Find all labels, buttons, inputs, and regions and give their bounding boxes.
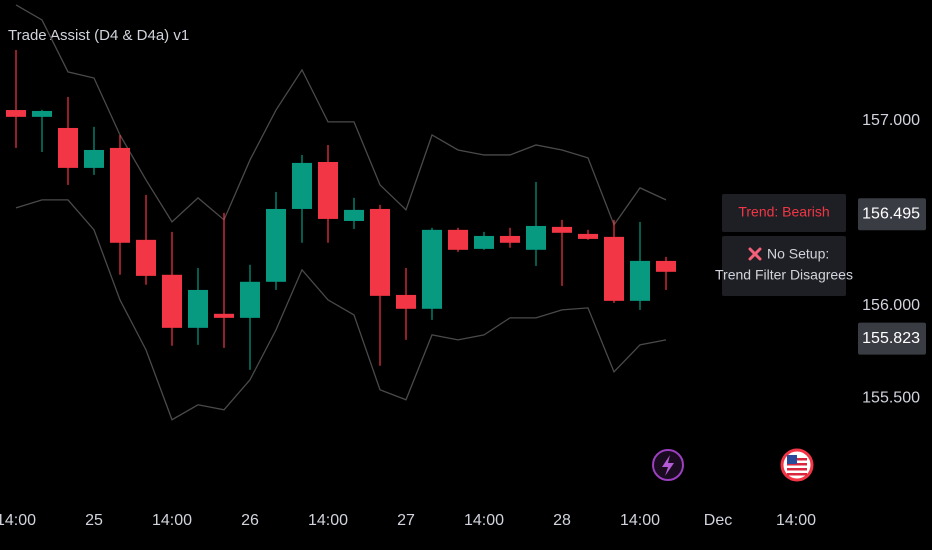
candle-body bbox=[370, 208, 390, 296]
x-tick-label: 14:00 bbox=[464, 512, 504, 529]
candle-body bbox=[6, 110, 26, 117]
candle-body bbox=[656, 260, 676, 272]
x-tick-label: 28 bbox=[553, 512, 571, 529]
candle-body bbox=[448, 229, 468, 250]
candle-body bbox=[318, 161, 338, 219]
candle-body bbox=[188, 289, 208, 328]
lightning-icon[interactable] bbox=[652, 449, 684, 481]
candle-body bbox=[110, 147, 130, 243]
setup-text: No Setup: bbox=[767, 246, 829, 262]
candle-body bbox=[240, 281, 260, 318]
price-label: 155.823 bbox=[862, 330, 920, 347]
candle-body bbox=[578, 233, 598, 239]
chart-title: Trade Assist (D4 & D4a) v1 bbox=[8, 27, 189, 44]
candle-body bbox=[552, 226, 572, 233]
candle-body bbox=[526, 225, 546, 250]
band-line bbox=[15, 4, 667, 227]
candle-body bbox=[500, 235, 520, 243]
price-label-box bbox=[858, 198, 926, 231]
flag-icon[interactable] bbox=[780, 448, 814, 482]
y-tick-label: 155.500 bbox=[862, 390, 920, 407]
price-label: 156.495 bbox=[862, 206, 920, 223]
candle-body bbox=[266, 208, 286, 282]
info-panel: Trend: Bearish No Setup: Trend Filter Di… bbox=[715, 194, 853, 296]
candle-body bbox=[84, 149, 104, 168]
y-tick-label: 156.000 bbox=[862, 297, 920, 314]
band-line bbox=[15, 199, 667, 421]
trend-text: Trend: Bearish bbox=[738, 204, 829, 220]
candle-body bbox=[214, 313, 234, 318]
cross-icon bbox=[748, 247, 762, 261]
candle-body bbox=[136, 239, 156, 276]
trend-box bbox=[722, 194, 846, 232]
candle-body bbox=[32, 110, 52, 117]
y-tick-label: 157.000 bbox=[862, 112, 920, 129]
candle-body bbox=[396, 294, 416, 309]
x-tick-label: 14:00 bbox=[308, 512, 348, 529]
x-tick-label: 27 bbox=[397, 512, 415, 529]
candle-body bbox=[292, 162, 312, 209]
candle-body bbox=[344, 209, 364, 221]
candle-body bbox=[604, 236, 624, 301]
x-tick-label: 25 bbox=[85, 512, 103, 529]
x-tick-label: 14:00 bbox=[0, 512, 36, 529]
x-tick-label: 14:00 bbox=[776, 512, 816, 529]
x-tick-label: 14:00 bbox=[152, 512, 192, 529]
candle-body bbox=[474, 235, 494, 249]
candle-body bbox=[630, 260, 650, 301]
candle-body bbox=[58, 127, 78, 168]
candle-body bbox=[162, 274, 182, 328]
plot bbox=[6, 4, 676, 421]
x-tick-label: 26 bbox=[241, 512, 259, 529]
x-tick-label: Dec bbox=[704, 512, 732, 529]
x-tick-label: 14:00 bbox=[620, 512, 660, 529]
candle-body bbox=[422, 229, 442, 309]
price-label-box bbox=[858, 322, 926, 355]
setup-detail: Trend Filter Disagrees bbox=[715, 267, 853, 283]
